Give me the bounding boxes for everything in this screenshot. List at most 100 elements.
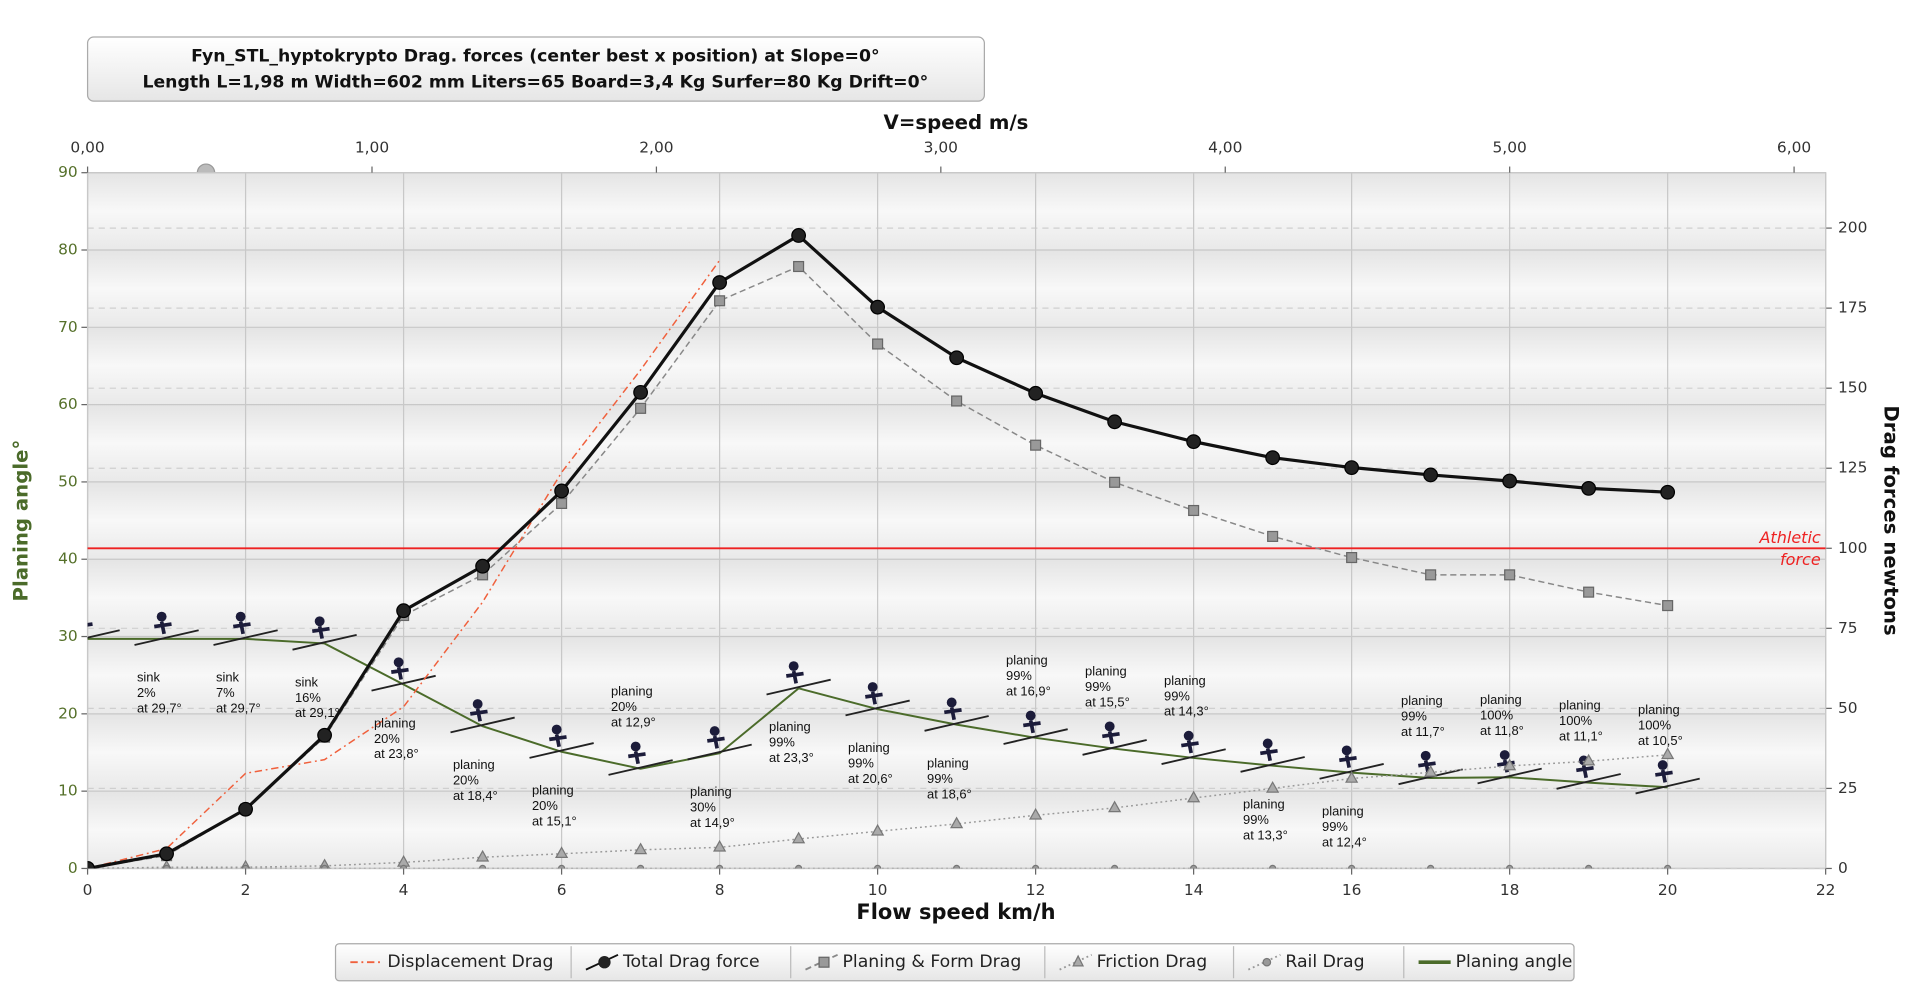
point: [241, 864, 250, 869]
point-label: 16%: [295, 690, 321, 705]
chart-title: Fyn_STL_hyptokrypto Drag. forces (center…: [191, 47, 880, 67]
point-label: planing: [453, 757, 495, 772]
x-tick-label: 14: [1184, 881, 1204, 899]
point: [1187, 790, 1201, 803]
point: [159, 846, 174, 862]
point: [712, 275, 728, 290]
point: [715, 864, 724, 869]
point-label: planing: [848, 740, 890, 755]
point-label: 100%: [1638, 718, 1672, 733]
point-label: sink: [137, 670, 161, 685]
point-label: at 20,6°: [848, 771, 893, 786]
point-label: planing: [1480, 692, 1522, 707]
surfer-head: [393, 657, 404, 668]
point-label: at 15,5°: [1085, 694, 1130, 709]
point-label: 99%: [1243, 812, 1269, 827]
point-label: 99%: [1322, 819, 1348, 834]
point-label: 99%: [927, 771, 953, 786]
point: [1028, 385, 1044, 401]
reference-label: force: [1780, 550, 1821, 569]
title-box: [86, 36, 985, 102]
point-label: 30%: [690, 800, 716, 815]
point: [396, 603, 411, 619]
surfer-body: [944, 707, 962, 721]
board-icon: [1556, 773, 1621, 790]
point-label: at 15,1°: [532, 813, 577, 828]
point: [793, 260, 805, 273]
surfer-head: [1657, 760, 1668, 771]
surfer-body: [1102, 730, 1120, 745]
point-label: 2%: [137, 685, 156, 700]
legend-label: Displacement Drag: [387, 952, 553, 972]
board-icon: [1161, 748, 1226, 765]
board-icon: [1477, 767, 1542, 785]
point-label: at 13,3°: [1243, 827, 1288, 842]
surfer-head: [709, 726, 720, 736]
point-label: 99%: [1401, 708, 1427, 723]
point: [1425, 569, 1437, 581]
point: [714, 295, 726, 307]
surfer-head: [1183, 730, 1194, 741]
surfer-body: [390, 666, 409, 680]
surfer-head: [314, 616, 325, 627]
point-label: 20%: [374, 731, 400, 746]
point: [554, 483, 570, 499]
surfer-head: [1025, 710, 1036, 721]
x-tick-label: 2: [241, 881, 251, 899]
point-label: 99%: [848, 756, 874, 771]
point: [1107, 414, 1123, 430]
board-icon: [1635, 777, 1700, 795]
point-label: at 11,7°: [1401, 724, 1445, 739]
point: [475, 558, 490, 574]
plot-area: [87, 228, 1700, 869]
point-label: planing: [611, 684, 653, 699]
x2-tick-label: 6,00: [1777, 139, 1811, 157]
point: [1265, 450, 1281, 466]
x2-tick-label: 3,00: [924, 139, 958, 157]
reference-label: Athletic: [1758, 528, 1820, 547]
surfer-head: [867, 682, 878, 692]
point: [635, 402, 647, 414]
surfer-body: [865, 691, 883, 705]
point-label: at 11,8°: [1480, 723, 1524, 738]
y2-tick-label: 175: [1838, 299, 1867, 317]
legend-label: Total Drag force: [622, 952, 760, 972]
legend-marker: [1262, 957, 1272, 967]
y2-tick-label: 0: [1838, 859, 1848, 877]
point: [475, 849, 490, 862]
point: [1109, 476, 1121, 488]
board-icon: [687, 743, 752, 761]
point: [1108, 800, 1122, 813]
point: [1347, 864, 1356, 869]
board-icon: [450, 716, 515, 734]
x-tick-label: 16: [1342, 881, 1362, 899]
x-tick-label: 10: [868, 881, 888, 899]
point-label: at 29,7°: [137, 701, 182, 716]
point: [871, 823, 885, 836]
point-label: 20%: [611, 699, 637, 714]
surfer-head: [472, 699, 483, 709]
point-label: sink: [216, 670, 240, 685]
point-label: planing: [1164, 673, 1206, 688]
surfer-body: [470, 708, 488, 722]
point-label: 100%: [1559, 713, 1593, 728]
point-label: planing: [374, 715, 416, 730]
series-line: [87, 637, 1668, 789]
point: [1662, 600, 1674, 612]
plot-band: [87, 172, 1826, 251]
plot-band: [87, 250, 1826, 328]
point: [791, 228, 807, 243]
x-tick-label: 22: [1816, 881, 1836, 899]
y-tick-label: 0: [68, 859, 78, 877]
point: [951, 395, 963, 407]
x2-tick-label: 4,00: [1208, 139, 1242, 157]
point: [949, 350, 965, 366]
point-label: at 10,5°: [1638, 733, 1683, 748]
point: [1110, 864, 1119, 869]
surfer-body: [1339, 754, 1357, 769]
y2-tick-label: 50: [1838, 699, 1858, 717]
board-icon: [924, 715, 989, 732]
point: [1663, 864, 1672, 869]
point: [1030, 439, 1042, 451]
